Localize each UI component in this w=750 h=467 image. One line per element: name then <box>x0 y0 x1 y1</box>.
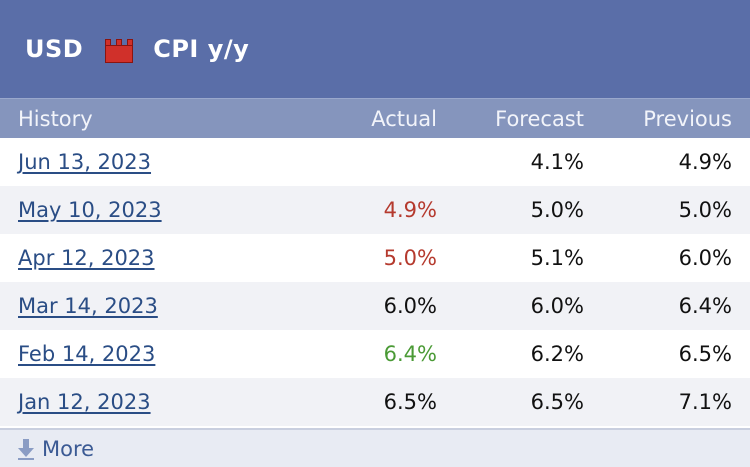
more-button[interactable]: More <box>0 428 750 467</box>
forecast-value: 6.5% <box>530 390 584 414</box>
forecast-value: 5.0% <box>530 198 584 222</box>
forecast-value: 6.2% <box>530 342 584 366</box>
actual-value: 6.5% <box>383 390 437 414</box>
forecast-value: 5.1% <box>530 246 584 270</box>
date-link[interactable]: Feb 14, 2023 <box>18 342 156 366</box>
date-link[interactable]: Apr 12, 2023 <box>18 246 155 270</box>
actual-value: 6.4% <box>383 342 437 366</box>
column-history: History <box>18 106 93 131</box>
date-link[interactable]: Mar 14, 2023 <box>18 294 158 318</box>
previous-value: 4.9% <box>678 150 732 174</box>
actual-value: 4.9% <box>383 198 437 222</box>
history-table: History Actual Forecast Previous Jun 13,… <box>0 98 750 426</box>
download-arrow-icon <box>18 438 34 460</box>
more-label: More <box>42 436 95 461</box>
date-link[interactable]: Jun 13, 2023 <box>18 150 152 174</box>
column-actual: Actual <box>371 106 437 131</box>
date-link[interactable]: Jan 12, 2023 <box>18 390 151 414</box>
table-row: Feb 14, 2023 6.4% 6.2% 6.5% <box>0 330 750 378</box>
table-row: Mar 14, 2023 6.0% 6.0% 6.4% <box>0 282 750 330</box>
table-row: May 10, 2023 4.9% 5.0% 5.0% <box>0 186 750 234</box>
event-header: USD CPI y/y <box>0 0 750 98</box>
previous-value: 6.5% <box>678 342 732 366</box>
high-impact-icon <box>105 39 134 63</box>
previous-value: 7.1% <box>678 390 732 414</box>
forecast-value: 6.0% <box>530 294 584 318</box>
actual-value: 5.0% <box>383 246 437 270</box>
currency-label: USD <box>25 35 84 63</box>
column-forecast: Forecast <box>495 106 584 131</box>
date-link[interactable]: May 10, 2023 <box>18 198 162 222</box>
previous-value: 5.0% <box>678 198 732 222</box>
table-header: History Actual Forecast Previous <box>0 98 750 138</box>
forecast-value: 4.1% <box>530 150 584 174</box>
column-previous: Previous <box>643 106 732 131</box>
actual-value: 6.0% <box>383 294 437 318</box>
previous-value: 6.0% <box>678 246 732 270</box>
table-row: Jan 12, 2023 6.5% 6.5% 7.1% <box>0 378 750 426</box>
previous-value: 6.4% <box>678 294 732 318</box>
event-title: CPI y/y <box>153 35 250 63</box>
table-row: Apr 12, 2023 5.0% 5.1% 6.0% <box>0 234 750 282</box>
table-row: Jun 13, 2023 4.1% 4.9% <box>0 138 750 186</box>
